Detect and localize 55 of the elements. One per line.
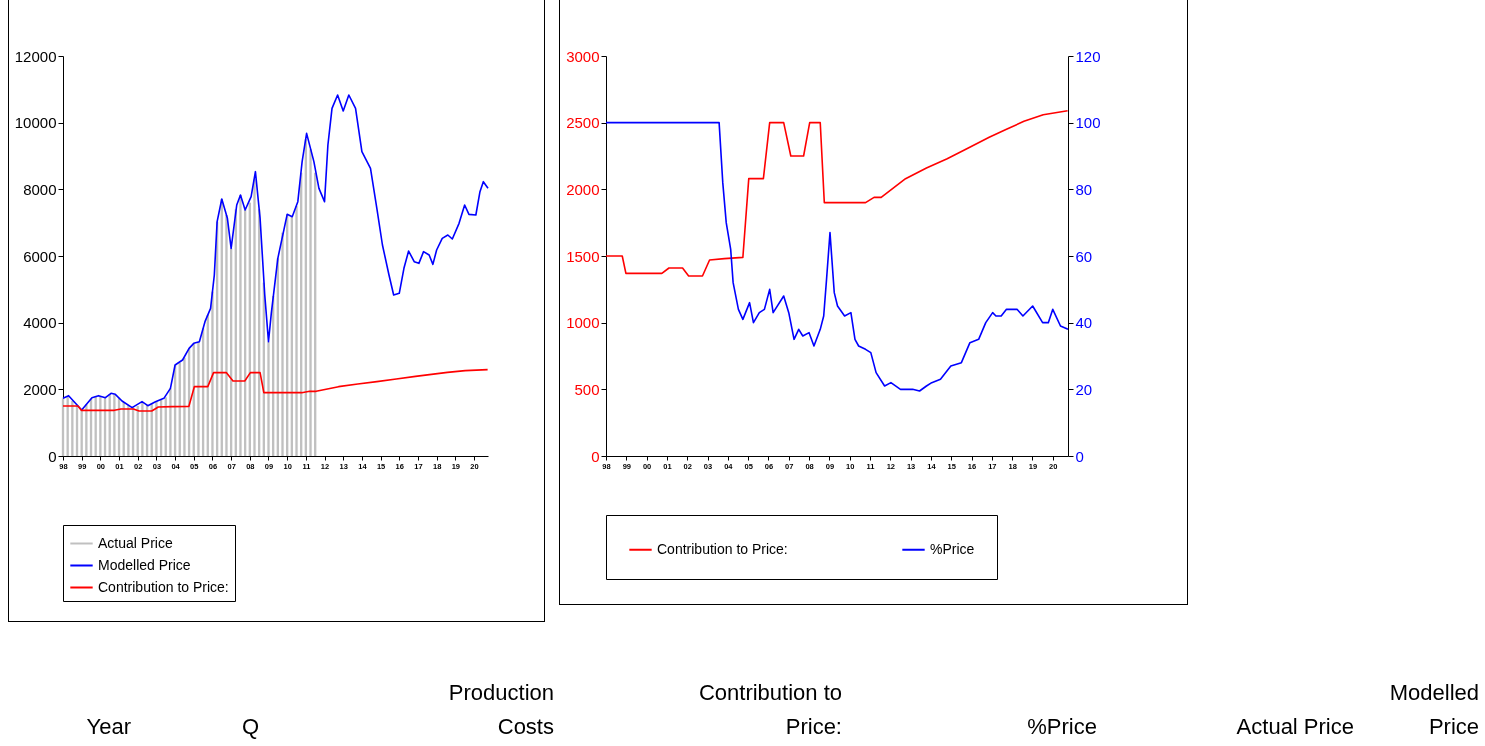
bar <box>155 401 158 456</box>
bar <box>183 357 186 456</box>
y2-tick-label: 60 <box>1075 247 1093 265</box>
line-series <box>62 368 489 412</box>
bar <box>197 342 200 456</box>
y-tick-label: 2000 <box>23 380 57 398</box>
text: Contribution to Price: <box>697 679 843 741</box>
y-tick-label: 500 <box>574 380 600 398</box>
y2-tick-label: 120 <box>1075 47 1101 65</box>
y2-tick-label: 20 <box>1075 380 1093 398</box>
y2-tick-label: 100 <box>1075 114 1101 132</box>
y-tick-label: 2500 <box>566 114 600 132</box>
legend-label: Contribution to Price: <box>657 540 788 557</box>
y-tick-label: 10000 <box>14 114 57 132</box>
bar <box>253 179 256 456</box>
bar <box>281 232 284 456</box>
legend-label: %Price <box>930 540 975 557</box>
bar <box>239 195 242 456</box>
bar <box>295 206 298 456</box>
line-series <box>605 121 1069 392</box>
legend-label: Contribution to Price: <box>98 578 229 595</box>
y-tick-label: 12000 <box>14 47 57 65</box>
y-tick-label: 6000 <box>23 247 57 265</box>
y-tick-label: 0 <box>591 447 600 465</box>
text: %Price <box>1026 713 1098 741</box>
bar <box>113 394 116 456</box>
legend-label: Actual Price <box>98 534 173 551</box>
bar <box>225 215 228 456</box>
y-tick-label: 8000 <box>23 180 57 198</box>
bar <box>71 401 74 456</box>
bar <box>141 402 144 456</box>
y2-tick-label: 40 <box>1075 314 1093 332</box>
y-tick-label: 0 <box>48 447 57 465</box>
y-tick-label: 4000 <box>23 314 57 332</box>
y-tick-label: 1000 <box>566 314 600 332</box>
text: Production Costs <box>447 679 555 741</box>
text: Year <box>85 713 132 741</box>
legend-label: Modelled Price <box>98 556 191 573</box>
line-series <box>62 94 489 411</box>
text: Actual Price <box>1235 713 1355 741</box>
bar <box>309 149 312 456</box>
y-tick-label: 2000 <box>566 180 600 198</box>
y2-tick-label: 80 <box>1075 180 1093 198</box>
bar <box>169 388 172 456</box>
text: Q <box>240 713 260 741</box>
bar <box>267 341 270 456</box>
bar <box>211 291 214 456</box>
y2-tick-label: 0 <box>1075 447 1084 465</box>
bar <box>127 405 130 456</box>
bar <box>85 404 88 456</box>
y-tick-label: 1500 <box>566 247 600 265</box>
line-series <box>605 109 1069 277</box>
text: Modelled Price <box>1388 679 1480 741</box>
bar <box>99 396 102 456</box>
y-tick-label: 3000 <box>566 47 600 65</box>
